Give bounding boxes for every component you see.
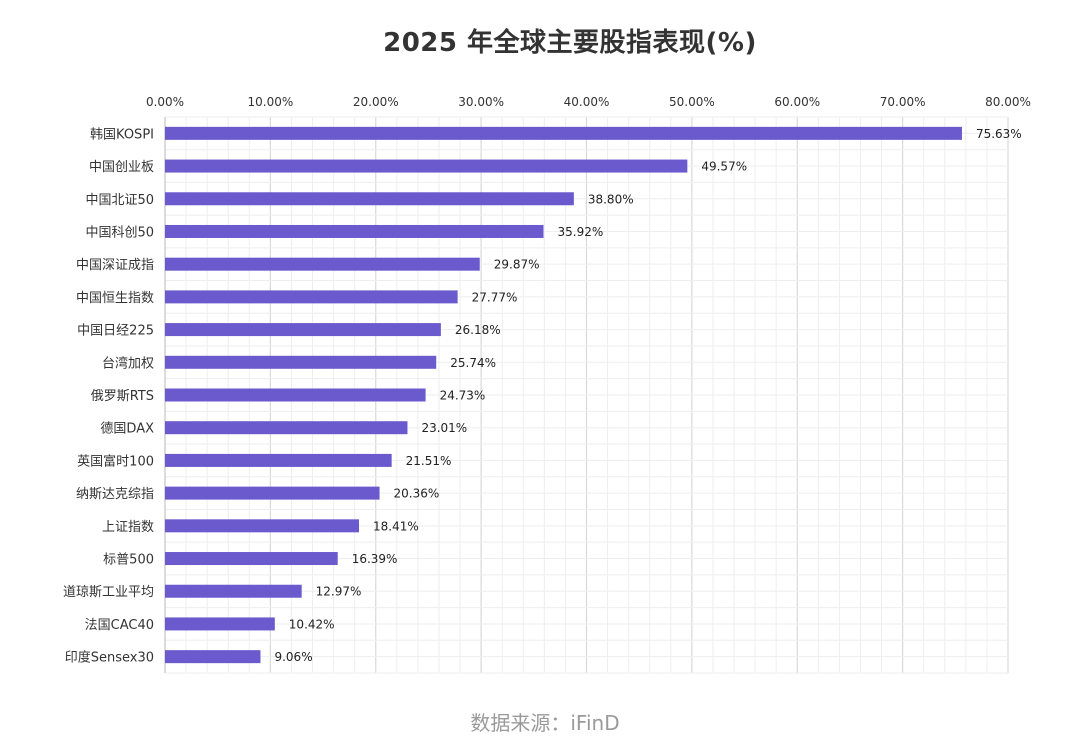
category-label: 道琼斯工业平均	[63, 585, 154, 600]
x-tick-label: 30.00%	[458, 95, 504, 109]
data-label: 9.06%	[274, 650, 312, 664]
chart-title: 2025 年全球主要股指表现(%)	[383, 28, 757, 58]
category-label: 中国科创50	[85, 225, 154, 240]
data-label: 49.57%	[701, 160, 747, 174]
data-label: 23.01%	[421, 421, 467, 435]
category-label: 中国日经225	[77, 324, 154, 339]
bar	[165, 192, 574, 206]
category-label: 俄罗斯RTS	[91, 389, 154, 404]
data-label: 26.18%	[455, 323, 501, 337]
data-label: 21.51%	[406, 454, 452, 468]
bar	[165, 519, 359, 533]
bar	[165, 552, 338, 566]
category-label: 韩国KOSPI	[90, 127, 154, 142]
bar	[165, 257, 480, 271]
category-label: 上证指数	[102, 520, 154, 535]
data-label: 18.41%	[373, 519, 419, 533]
bar	[165, 584, 302, 598]
bar	[165, 126, 962, 140]
data-label: 10.42%	[289, 617, 335, 631]
bars: 75.63% 49.57% 38.80% 35.92% 29.87% 27.77% 26.1…	[165, 127, 1022, 664]
category-label: 中国北证50	[85, 193, 154, 208]
bar	[165, 290, 458, 304]
data-label: 35.92%	[558, 225, 604, 239]
data-label: 75.63%	[976, 127, 1022, 141]
bar	[165, 323, 441, 337]
x-tick-label: 10.00%	[247, 95, 293, 109]
category-label: 德国DAX	[100, 422, 154, 437]
data-label: 27.77%	[472, 290, 518, 304]
x-tick-label: 40.00%	[564, 95, 610, 109]
source-note: 数据来源：iFinD	[470, 711, 620, 735]
x-tick-label: 20.00%	[353, 95, 399, 109]
x-axis: 0.00% 10.00% 20.00% 30.00% 40.00% 50.00% 60.00…	[146, 95, 1031, 109]
category-label: 中国创业板	[89, 160, 154, 175]
bar	[165, 355, 437, 369]
data-label: 25.74%	[450, 356, 496, 370]
x-tick-label: 50.00%	[669, 95, 715, 109]
category-label: 纳斯达克综指	[76, 487, 154, 502]
category-label: 中国恒生指数	[76, 291, 154, 306]
bar	[165, 159, 688, 173]
x-tick-label: 0.00%	[146, 95, 184, 109]
category-label: 中国深证成指	[76, 258, 154, 273]
data-label: 12.97%	[316, 585, 362, 599]
bar	[165, 224, 544, 238]
bar	[165, 650, 261, 664]
category-label: 台湾加权	[102, 355, 154, 371]
bar	[165, 617, 275, 631]
bar	[165, 453, 392, 467]
data-label: 24.73%	[440, 389, 486, 403]
data-label: 16.39%	[352, 552, 398, 566]
data-label: 20.36%	[394, 487, 440, 501]
bar	[165, 421, 408, 435]
category-label: 法国CAC40	[85, 618, 154, 633]
x-tick-label: 60.00%	[774, 95, 820, 109]
bar	[165, 388, 426, 402]
category-label: 标普500	[103, 553, 154, 568]
x-tick-label: 70.00%	[880, 95, 926, 109]
category-label: 英国富时100	[77, 453, 154, 469]
x-tick-label: 80.00%	[985, 95, 1031, 109]
bar	[165, 486, 380, 500]
category-label: 印度Sensex30	[65, 650, 154, 666]
data-label: 38.80%	[588, 192, 634, 206]
data-label: 29.87%	[494, 258, 540, 272]
